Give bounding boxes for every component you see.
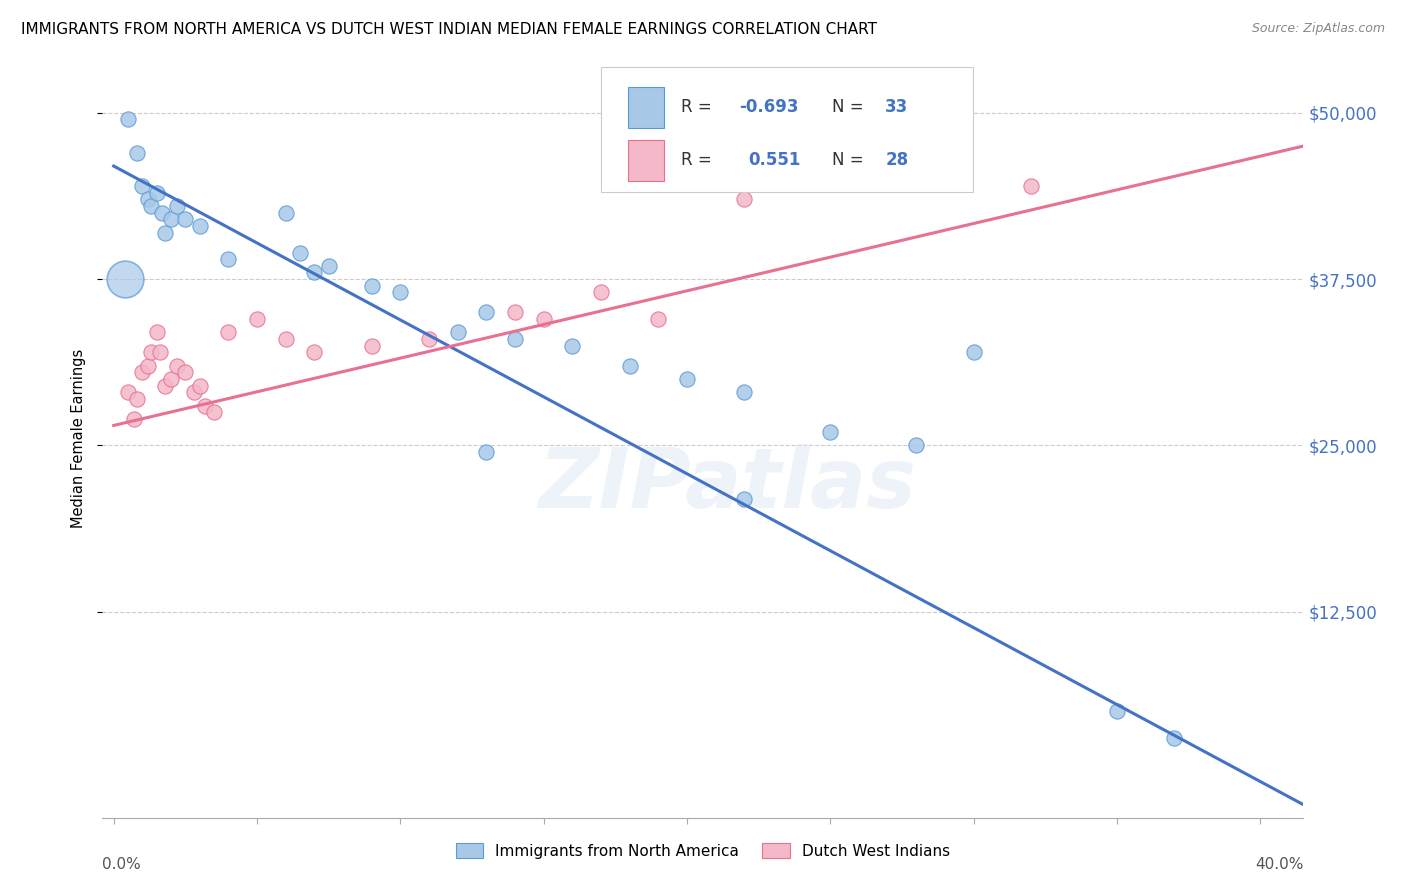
Text: -0.693: -0.693 — [738, 98, 799, 116]
Point — [114, 272, 136, 286]
Text: IMMIGRANTS FROM NORTH AMERICA VS DUTCH WEST INDIAN MEDIAN FEMALE EARNINGS CORREL: IMMIGRANTS FROM NORTH AMERICA VS DUTCH W… — [21, 22, 877, 37]
Point — [188, 219, 211, 233]
Point — [274, 205, 297, 219]
Point — [117, 385, 139, 400]
Point — [1163, 731, 1185, 745]
FancyBboxPatch shape — [600, 67, 973, 193]
Text: Source: ZipAtlas.com: Source: ZipAtlas.com — [1251, 22, 1385, 36]
Text: 0.0%: 0.0% — [103, 857, 141, 871]
Point — [174, 212, 197, 227]
Point — [131, 179, 153, 194]
Point — [125, 392, 148, 406]
Point — [304, 265, 326, 279]
Point — [174, 365, 197, 379]
Point — [733, 385, 755, 400]
Point — [166, 199, 188, 213]
Point — [166, 359, 188, 373]
Point — [360, 278, 382, 293]
Point — [122, 412, 145, 426]
Point — [418, 332, 440, 346]
Point — [820, 425, 842, 439]
Point — [288, 245, 311, 260]
Point — [318, 259, 340, 273]
Point — [589, 285, 612, 300]
Point — [148, 345, 170, 359]
Point — [503, 332, 526, 346]
Text: R =: R = — [681, 98, 717, 116]
Point — [202, 405, 225, 419]
Point — [304, 345, 326, 359]
Text: 28: 28 — [886, 152, 908, 169]
Point — [145, 326, 167, 340]
Text: N =: N = — [832, 152, 869, 169]
Point — [733, 192, 755, 206]
Point — [676, 372, 699, 386]
Point — [125, 145, 148, 160]
Point — [533, 312, 555, 326]
Point — [246, 312, 269, 326]
Point — [733, 491, 755, 506]
Point — [447, 326, 470, 340]
Point — [217, 252, 239, 267]
Point — [117, 112, 139, 127]
Point — [561, 338, 583, 352]
Point — [1019, 179, 1042, 194]
Point — [503, 305, 526, 319]
Point — [389, 285, 412, 300]
Point — [475, 305, 498, 319]
Legend: Immigrants from North America, Dutch West Indians: Immigrants from North America, Dutch Wes… — [450, 837, 956, 865]
Point — [136, 192, 159, 206]
Text: ZIPatlas: ZIPatlas — [538, 443, 915, 524]
Point — [475, 445, 498, 459]
Point — [183, 385, 205, 400]
Text: R =: R = — [681, 152, 717, 169]
Bar — [628, 140, 664, 181]
Text: N =: N = — [832, 98, 869, 116]
Text: 33: 33 — [886, 98, 908, 116]
Point — [139, 199, 162, 213]
Point — [619, 359, 641, 373]
Point — [360, 338, 382, 352]
Text: 0.551: 0.551 — [748, 152, 801, 169]
Point — [145, 186, 167, 200]
Point — [647, 312, 669, 326]
Point — [194, 399, 217, 413]
Point — [963, 345, 986, 359]
Point — [155, 226, 177, 240]
Point — [139, 345, 162, 359]
Point — [1105, 705, 1128, 719]
Point — [160, 372, 183, 386]
Point — [136, 359, 159, 373]
Point — [905, 438, 928, 452]
Point — [152, 205, 174, 219]
Point — [274, 332, 297, 346]
Point — [160, 212, 183, 227]
Text: 40.0%: 40.0% — [1256, 857, 1303, 871]
Bar — [628, 87, 664, 128]
Point — [188, 378, 211, 392]
Point — [155, 378, 177, 392]
Y-axis label: Median Female Earnings: Median Female Earnings — [72, 349, 86, 528]
Point — [217, 326, 239, 340]
Point — [131, 365, 153, 379]
